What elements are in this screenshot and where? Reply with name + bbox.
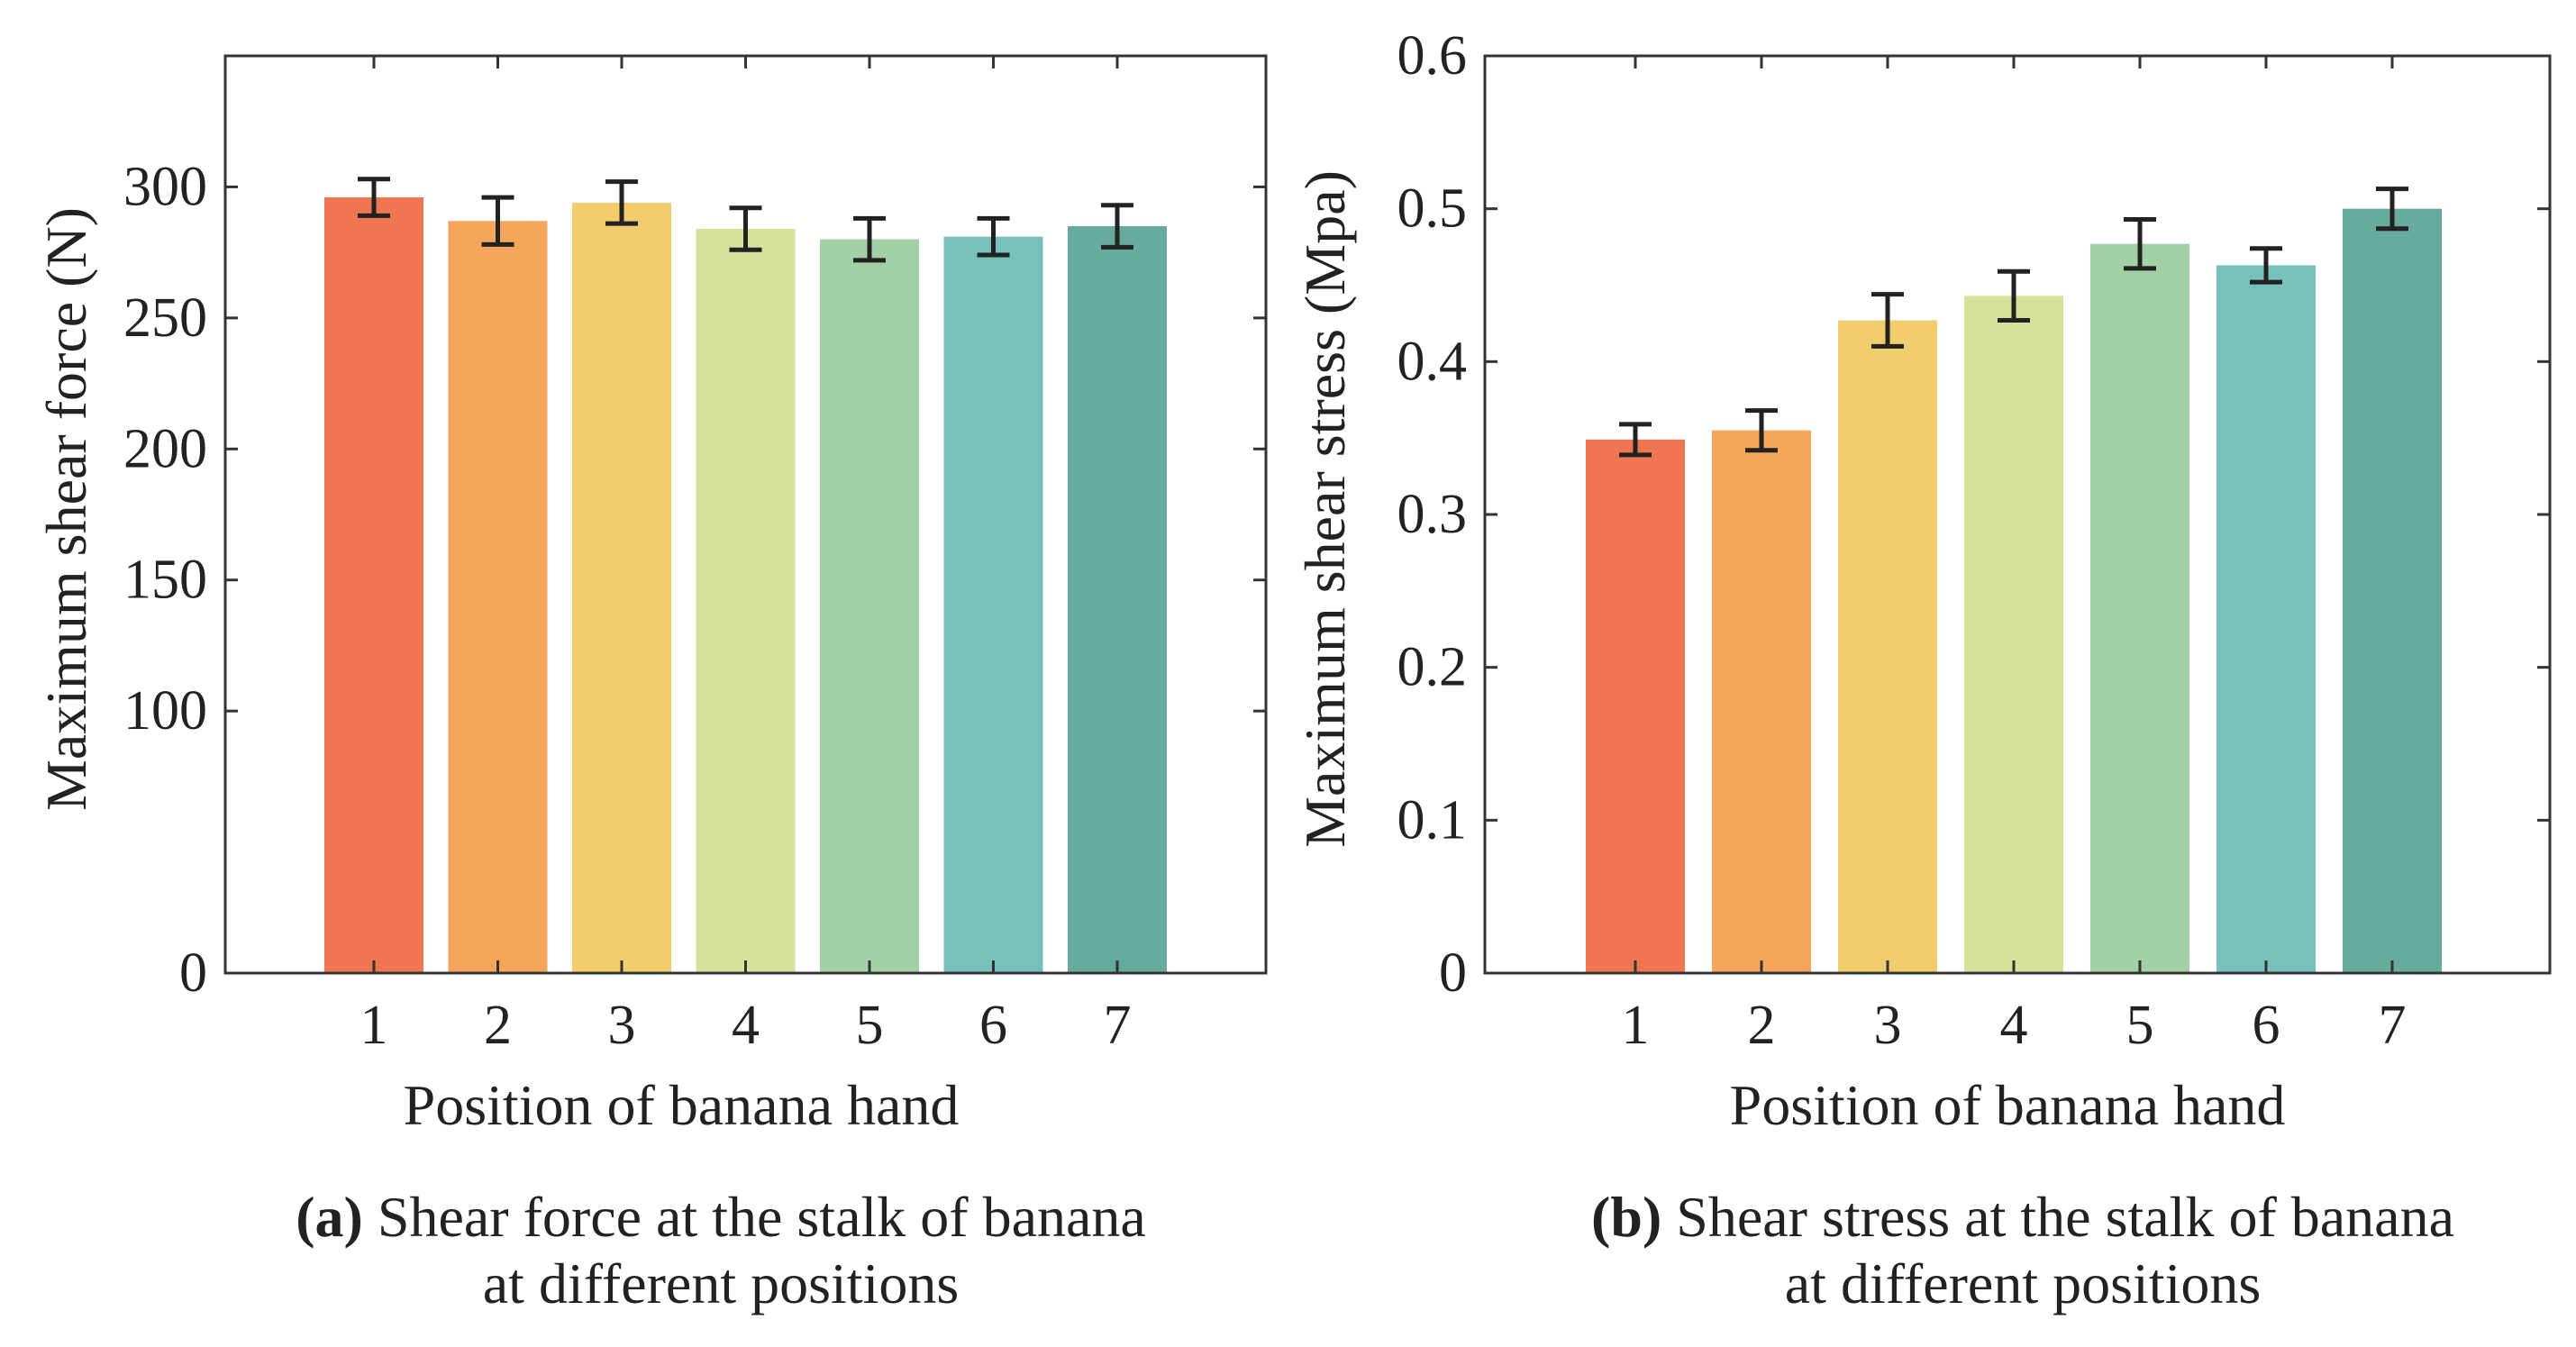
caption-title: Shear force at the stalk of banana (378, 1185, 1146, 1249)
bar-1 (324, 197, 423, 973)
caption-tag: (a) (296, 1185, 363, 1249)
panel-a: 0 100 150 200 250 300 1 2 3 4 5 6 7 Position of banan… (34, 54, 1268, 1315)
bar-2 (1712, 430, 1811, 973)
error-bar-7 (2376, 187, 2408, 232)
y-tick-label: 0.1 (1397, 789, 1468, 851)
y-tick-label: 250 (123, 287, 207, 349)
x-tick-label: 4 (732, 995, 760, 1056)
x-axis-label: Position of banana hand (1730, 1073, 2286, 1137)
bar-7 (2343, 208, 2442, 973)
bar-1 (1586, 439, 1685, 973)
caption-gap (1661, 1185, 1676, 1249)
error-bar-4 (729, 205, 762, 252)
bar-3 (572, 202, 671, 973)
y-tick-label: 0 (1439, 942, 1467, 1004)
x-tick-label: 6 (979, 995, 1007, 1056)
x-tick-label: 6 (2253, 995, 2280, 1056)
x-tick-label: 3 (608, 995, 636, 1056)
caption-tag: (b) (1591, 1185, 1661, 1249)
x-tick-label: 1 (1622, 995, 1650, 1056)
y-tick-label: 100 (123, 680, 207, 742)
error-bar-5 (853, 215, 886, 263)
y-tick-label: 300 (123, 156, 207, 217)
bar-4 (696, 228, 796, 974)
x-tick-label: 2 (484, 995, 512, 1056)
error-bar-1 (1619, 422, 1652, 458)
x-tick-label: 2 (1748, 995, 1776, 1056)
error-bar-3 (1871, 292, 1904, 349)
error-bar-2 (1745, 408, 1778, 453)
caption-line-1: (b) Shear stress at the stalk of banana (1591, 1185, 2454, 1249)
panel-b: 0 0.1 0.2 0.3 0.4 0.5 0.6 1 2 3 4 5 6 7 Position of ba… (1293, 25, 2552, 1315)
error-bar-5 (2124, 217, 2156, 271)
bar-6 (943, 236, 1043, 974)
y-tick-label: 200 (123, 418, 207, 479)
y-tick-label: 0.5 (1397, 178, 1468, 240)
y-tick-label: 0.4 (1397, 331, 1468, 392)
x-tick-label: 1 (360, 995, 388, 1056)
bar-5 (820, 239, 919, 974)
caption-gap (363, 1185, 378, 1249)
x-tick-label: 3 (1874, 995, 1902, 1056)
bar-2 (448, 221, 548, 974)
y-tick-label: 0.6 (1397, 25, 1468, 86)
caption-line-2: at different positions (483, 1251, 960, 1315)
error-bar-2 (481, 195, 514, 247)
error-bar-6 (2250, 246, 2282, 285)
y-tick-label: 0.3 (1397, 484, 1468, 545)
x-tick-label: 7 (1104, 995, 1132, 1056)
x-tick-label: 5 (2126, 995, 2154, 1056)
bar-5 (2090, 243, 2189, 973)
y-tick-label: 0 (179, 942, 207, 1004)
error-bar-6 (977, 215, 1010, 258)
x-tick-label: 5 (856, 995, 884, 1056)
bar-4 (1964, 296, 2063, 973)
error-bar-3 (605, 179, 638, 226)
y-axis-label: Maximum shear stress (Mpa) (1293, 170, 1357, 848)
y-tick-label: 0.2 (1397, 637, 1468, 698)
caption-line-1: (a) Shear force at the stalk of banana (296, 1185, 1146, 1249)
bar-7 (1068, 226, 1167, 974)
x-tick-label: 4 (2000, 995, 2028, 1056)
caption-line-2: at different positions (1785, 1251, 2262, 1315)
error-bar-4 (1998, 268, 2030, 323)
error-bar-1 (358, 177, 390, 218)
x-axis-label: Position of banana hand (404, 1073, 960, 1137)
error-bar-7 (1101, 203, 1133, 250)
y-axis-label: Maximum shear force (N) (34, 207, 98, 811)
y-tick-label: 150 (123, 550, 207, 611)
bar-3 (1838, 320, 1937, 974)
bar-6 (2216, 265, 2316, 973)
x-tick-label: 7 (2379, 995, 2407, 1056)
caption-title: Shear stress at the stalk of banana (1676, 1185, 2454, 1249)
